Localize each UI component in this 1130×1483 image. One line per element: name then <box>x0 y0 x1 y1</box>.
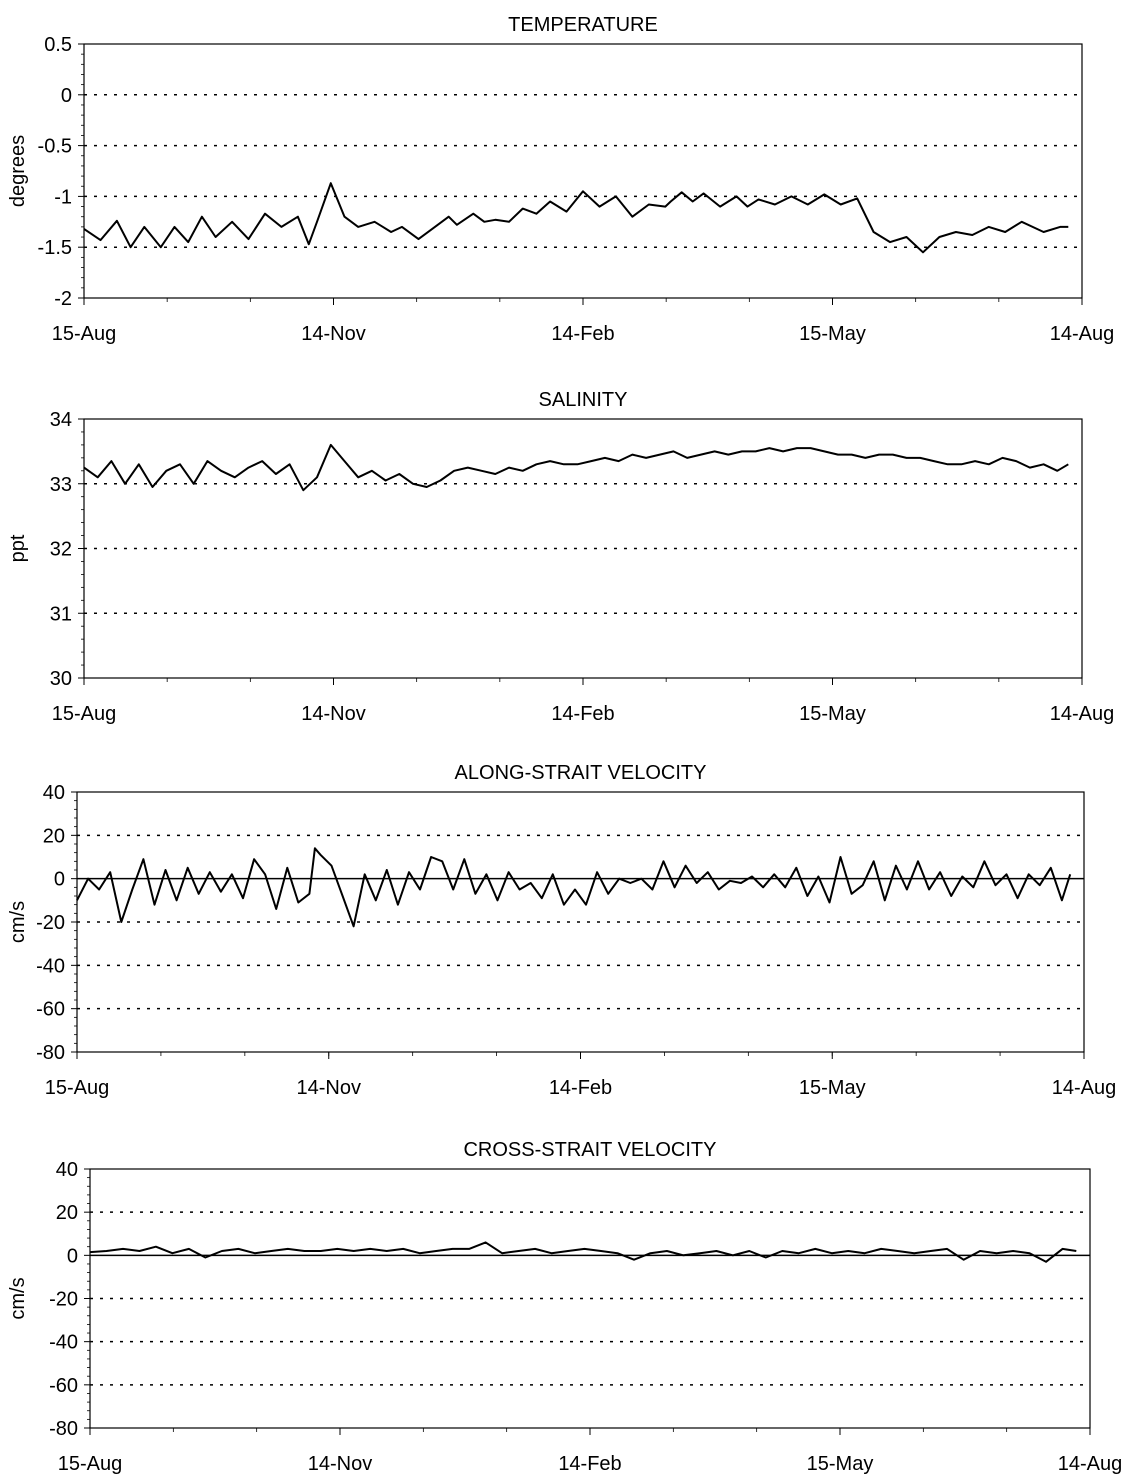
y-tick-label: 0 <box>54 869 65 891</box>
y-tick-label: -2 <box>54 288 72 310</box>
y-axis-label: cm/s <box>7 1277 29 1319</box>
x-tick-label: 15-Aug <box>52 323 117 345</box>
x-tick-label: 14-Aug <box>1058 1453 1123 1475</box>
x-tick-label: 15-May <box>799 703 866 725</box>
x-tick-label: 15-May <box>807 1453 874 1475</box>
y-tick-label: 0.5 <box>44 34 72 56</box>
chart-panel: CROSS-STRAIT VELOCITY 40 20 0 -20 -40 -60 -80 15… <box>7 1139 1122 1475</box>
x-tick-label: 14-Nov <box>301 703 365 725</box>
plot-frame <box>76 791 1085 1053</box>
chart-panel: TEMPERATURE 0.5 0 -0.5 -1 -1.5 -2 15-Aug 14-Nov 1… <box>7 14 1114 345</box>
y-tick-label: -60 <box>49 1375 78 1397</box>
x-tick-label: 14-Nov <box>308 1453 372 1475</box>
series-line <box>83 182 1069 254</box>
y-tick-label: 40 <box>56 1159 78 1181</box>
x-tick-label: 14-Feb <box>549 1077 612 1099</box>
y-tick-label: 31 <box>50 603 72 625</box>
y-tick-label: 34 <box>50 409 72 431</box>
x-tick-label: 14-Feb <box>558 1453 621 1475</box>
y-axis-label: degrees <box>7 135 29 207</box>
y-tick-label: 20 <box>43 825 65 847</box>
y-tick-label: -40 <box>36 955 65 977</box>
x-tick-label: 14-Nov <box>301 323 365 345</box>
y-tick-label: 33 <box>50 474 72 496</box>
x-tick-label: 14-Nov <box>297 1077 361 1099</box>
y-axis-label: ppt <box>7 534 29 562</box>
x-tick-label: 14-Feb <box>551 323 614 345</box>
x-tick-label: 14-Aug <box>1052 1077 1117 1099</box>
series-line <box>83 443 1069 492</box>
y-tick-label: 40 <box>43 782 65 804</box>
x-tick-label: 15-Aug <box>45 1077 110 1099</box>
y-tick-label: -60 <box>36 999 65 1021</box>
y-tick-label: 0 <box>61 85 72 107</box>
plot-frame <box>83 418 1083 679</box>
y-tick-label: -80 <box>49 1418 78 1440</box>
y-tick-label: 20 <box>56 1202 78 1224</box>
y-tick-label: 32 <box>50 539 72 561</box>
chart-panel: ALONG-STRAIT VELOCITY 40 20 0 -20 -40 -60 -80 15… <box>7 762 1116 1099</box>
plot-frame <box>83 43 1083 299</box>
y-tick-label: -80 <box>36 1042 65 1064</box>
chart-title: SALINITY <box>539 389 628 411</box>
x-tick-label: 14-Feb <box>551 703 614 725</box>
y-tick-label: -20 <box>36 912 65 934</box>
y-tick-label: -20 <box>49 1289 78 1311</box>
chart-panel: SALINITY 34 33 32 31 30 15-Aug 14-Nov 14-Feb 15-M… <box>7 389 1114 725</box>
x-tick-label: 15-Aug <box>58 1453 123 1475</box>
y-tick-label: 0 <box>67 1245 78 1267</box>
y-tick-label: -0.5 <box>38 136 72 158</box>
y-axis-label: cm/s <box>7 901 29 943</box>
x-tick-label: 15-May <box>799 1077 866 1099</box>
x-tick-label: 14-Aug <box>1050 323 1115 345</box>
chart-title: TEMPERATURE <box>508 14 658 36</box>
x-tick-label: 15-May <box>799 323 866 345</box>
chart-title: CROSS-STRAIT VELOCITY <box>463 1139 716 1161</box>
x-tick-label: 15-Aug <box>52 703 117 725</box>
y-tick-label: 30 <box>50 668 72 690</box>
x-tick-label: 14-Aug <box>1050 703 1115 725</box>
series-line <box>76 847 1072 928</box>
chart-title: ALONG-STRAIT VELOCITY <box>455 762 707 784</box>
y-tick-label: -40 <box>49 1332 78 1354</box>
plot-frame <box>89 1168 1091 1429</box>
y-tick-label: -1 <box>54 186 72 208</box>
series-line <box>89 1241 1077 1263</box>
y-tick-label: -1.5 <box>38 237 72 259</box>
